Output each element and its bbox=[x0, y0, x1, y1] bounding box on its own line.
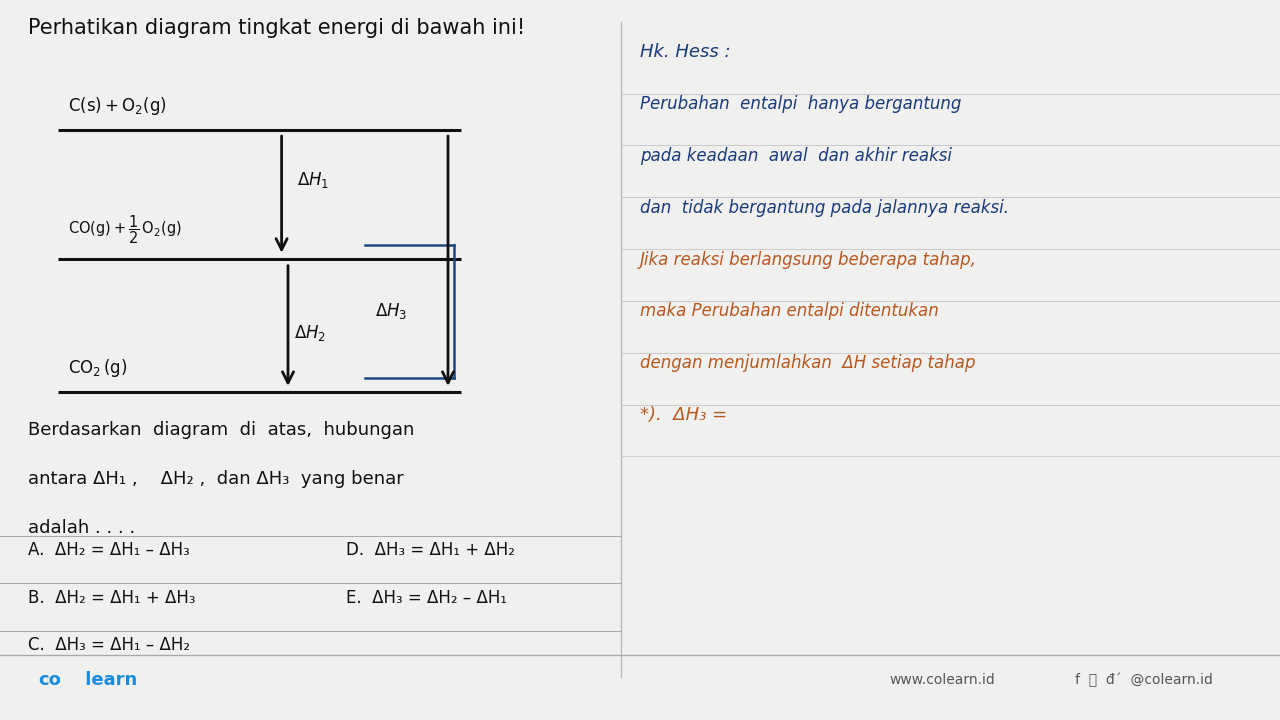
Text: $\mathrm{C(s) + O_2(g)}$: $\mathrm{C(s) + O_2(g)}$ bbox=[68, 94, 166, 117]
Text: dengan menjumlahkan  ΔH setiap tahap: dengan menjumlahkan ΔH setiap tahap bbox=[640, 354, 975, 372]
Text: C.  ΔH₃ = ΔH₁ – ΔH₂: C. ΔH₃ = ΔH₁ – ΔH₂ bbox=[28, 636, 191, 654]
Text: co: co bbox=[38, 671, 61, 690]
Text: A.  ΔH₂ = ΔH₁ – ΔH₃: A. ΔH₂ = ΔH₁ – ΔH₃ bbox=[28, 541, 189, 559]
Text: Hk. Hess :: Hk. Hess : bbox=[640, 43, 731, 61]
Text: learn: learn bbox=[79, 671, 138, 690]
Text: f  ⓞ  đ´  @colearn.id: f ⓞ đ´ @colearn.id bbox=[1075, 673, 1213, 688]
Text: $\Delta H_2$: $\Delta H_2$ bbox=[294, 323, 326, 343]
Text: antara ΔH₁ ,    ΔH₂ ,  dan ΔH₃  yang benar: antara ΔH₁ , ΔH₂ , dan ΔH₃ yang benar bbox=[28, 470, 404, 488]
Text: Jika reaksi berlangsung beberapa tahap,: Jika reaksi berlangsung beberapa tahap, bbox=[640, 251, 977, 269]
Text: $\mathrm{CO_2\,(g)}$: $\mathrm{CO_2\,(g)}$ bbox=[68, 357, 128, 379]
Text: *).  ΔH₃ =: *). ΔH₃ = bbox=[640, 406, 727, 424]
Text: Perhatikan diagram tingkat energi di bawah ini!: Perhatikan diagram tingkat energi di baw… bbox=[28, 18, 525, 38]
Text: dan  tidak bergantung pada jalannya reaksi.: dan tidak bergantung pada jalannya reaks… bbox=[640, 199, 1009, 217]
Text: $\mathrm{CO(g) + \dfrac{1}{2}\,O_2(g)}$: $\mathrm{CO(g) + \dfrac{1}{2}\,O_2(g)}$ bbox=[68, 214, 182, 246]
Text: adalah . . . .: adalah . . . . bbox=[28, 519, 136, 537]
Text: $\Delta H_3$: $\Delta H_3$ bbox=[375, 302, 407, 321]
Text: pada keadaan  awal  dan akhir reaksi: pada keadaan awal dan akhir reaksi bbox=[640, 147, 952, 165]
Text: Berdasarkan  diagram  di  atas,  hubungan: Berdasarkan diagram di atas, hubungan bbox=[28, 421, 415, 439]
Text: maka Perubahan entalpi ditentukan: maka Perubahan entalpi ditentukan bbox=[640, 302, 938, 320]
Text: $\Delta H_1$: $\Delta H_1$ bbox=[297, 170, 329, 190]
Text: www.colearn.id: www.colearn.id bbox=[890, 673, 996, 688]
Text: E.  ΔH₃ = ΔH₂ – ΔH₁: E. ΔH₃ = ΔH₂ – ΔH₁ bbox=[346, 589, 507, 607]
Text: B.  ΔH₂ = ΔH₁ + ΔH₃: B. ΔH₂ = ΔH₁ + ΔH₃ bbox=[28, 589, 196, 607]
Text: D.  ΔH₃ = ΔH₁ + ΔH₂: D. ΔH₃ = ΔH₁ + ΔH₂ bbox=[346, 541, 515, 559]
Text: Perubahan  entalpi  hanya bergantung: Perubahan entalpi hanya bergantung bbox=[640, 95, 961, 113]
